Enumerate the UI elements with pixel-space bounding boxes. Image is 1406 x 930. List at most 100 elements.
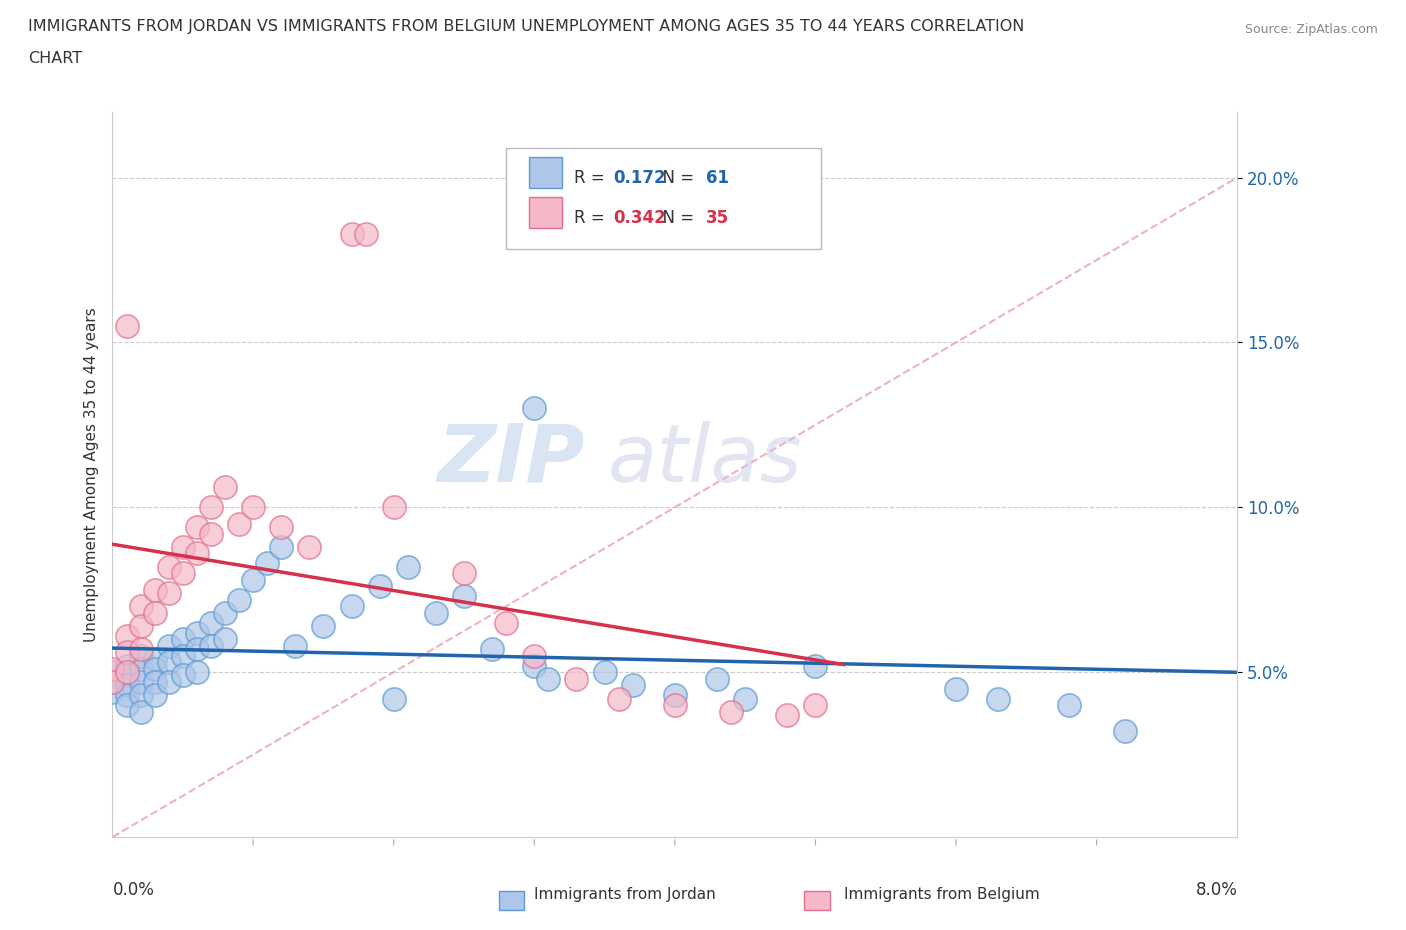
Point (143, 661, 166, 676)
Point (143, 605, 166, 620)
Y-axis label: Unemployment Among Ages 35 to 44 years: Unemployment Among Ages 35 to 44 years (83, 307, 98, 642)
Point (706, 671, 728, 686)
Point (481, 642, 503, 657)
Point (734, 691, 756, 706)
Point (172, 631, 194, 646)
Text: Source: ZipAtlas.com: Source: ZipAtlas.com (1244, 23, 1378, 36)
Point (453, 565, 475, 580)
Point (270, 539, 292, 554)
Point (284, 638, 307, 653)
Point (157, 559, 180, 574)
Point (200, 616, 222, 631)
Point (523, 648, 546, 663)
Point (115, 665, 138, 680)
Point (157, 638, 180, 653)
Point (945, 681, 967, 696)
Point (987, 691, 1010, 706)
Point (186, 625, 208, 640)
Text: 0.172: 0.172 (613, 169, 665, 187)
Point (312, 618, 335, 633)
Point (776, 708, 799, 723)
Text: 61: 61 (706, 169, 730, 187)
Bar (499, 891, 524, 910)
Point (804, 698, 827, 712)
Point (157, 655, 180, 670)
Point (115, 318, 138, 333)
Point (368, 579, 391, 594)
Point (129, 618, 152, 633)
Point (157, 586, 180, 601)
Text: ZIP: ZIP (437, 420, 585, 498)
Point (214, 631, 236, 646)
Point (129, 599, 152, 614)
Point (1114, 724, 1136, 739)
Point (115, 698, 138, 712)
Point (101, 661, 124, 676)
Point (143, 688, 166, 703)
Point (129, 661, 152, 676)
Point (804, 658, 827, 673)
Point (382, 691, 405, 706)
Text: CHART: CHART (28, 51, 82, 66)
Text: N =: N = (652, 209, 700, 227)
Point (228, 516, 250, 531)
Point (101, 674, 124, 689)
Point (425, 605, 447, 620)
Text: 0.342: 0.342 (613, 209, 666, 227)
Point (115, 688, 138, 703)
Point (593, 665, 616, 680)
Point (129, 704, 152, 719)
Point (720, 704, 742, 719)
Point (101, 674, 124, 689)
Point (242, 572, 264, 587)
Point (115, 629, 138, 644)
Point (101, 684, 124, 699)
Point (101, 665, 124, 680)
Point (621, 678, 644, 693)
Point (200, 638, 222, 653)
Point (298, 539, 321, 554)
Point (565, 671, 588, 686)
Text: 35: 35 (706, 209, 730, 227)
Bar (804, 891, 830, 910)
Point (186, 665, 208, 680)
Point (115, 668, 138, 683)
Point (200, 526, 222, 541)
Point (143, 582, 166, 597)
Point (172, 539, 194, 554)
Point (129, 642, 152, 657)
Point (172, 565, 194, 580)
Point (453, 589, 475, 604)
Point (228, 592, 250, 607)
Point (186, 642, 208, 657)
Point (129, 674, 152, 689)
Text: Immigrants from Belgium: Immigrants from Belgium (844, 887, 1039, 902)
FancyBboxPatch shape (529, 157, 562, 188)
Point (495, 616, 517, 631)
Point (537, 671, 560, 686)
Point (129, 688, 152, 703)
Point (115, 644, 138, 659)
Text: R =: R = (574, 169, 610, 187)
Point (523, 658, 546, 673)
Point (172, 668, 194, 683)
Point (607, 691, 630, 706)
Point (340, 226, 363, 241)
Point (200, 499, 222, 514)
Point (664, 688, 686, 703)
Point (115, 658, 138, 673)
Point (354, 226, 377, 241)
Point (129, 648, 152, 663)
Text: 8.0%: 8.0% (1195, 881, 1237, 898)
Point (157, 674, 180, 689)
Point (214, 480, 236, 495)
Point (186, 546, 208, 561)
Point (143, 652, 166, 667)
Point (186, 520, 208, 535)
Point (242, 499, 264, 514)
Point (382, 499, 405, 514)
FancyBboxPatch shape (529, 197, 562, 228)
FancyBboxPatch shape (506, 148, 821, 249)
Text: R =: R = (574, 209, 610, 227)
Text: Immigrants from Jordan: Immigrants from Jordan (534, 887, 716, 902)
